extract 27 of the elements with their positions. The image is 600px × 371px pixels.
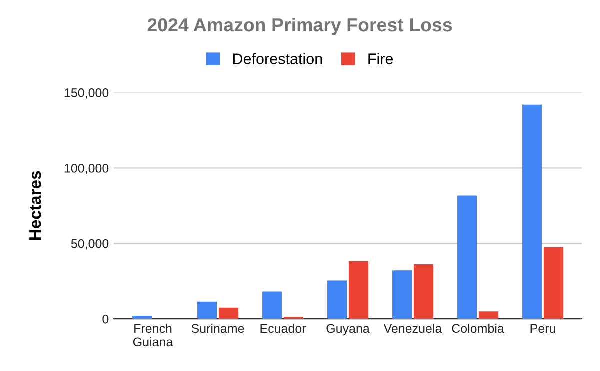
x-tick-label: Ecuador	[260, 324, 306, 334]
bar	[544, 247, 564, 320]
y-tick-label: 150,000	[64, 88, 109, 99]
y-tick-label: 50,000	[71, 239, 109, 250]
chart-title: 2024 Amazon Primary Forest Loss	[148, 18, 452, 36]
bar	[198, 302, 218, 320]
bar	[522, 104, 542, 320]
bar	[132, 316, 152, 320]
x-tick-label: Venezuela	[384, 324, 442, 334]
legend-label: Fire	[368, 53, 394, 64]
x-tick-label: Suriname	[192, 324, 244, 334]
x-tick-label: Colombia	[452, 324, 504, 334]
x-tick-label: French Guiana	[133, 324, 174, 347]
y-tick-label: 100,000	[64, 164, 109, 174]
y-tick-label: 0	[102, 314, 109, 324]
bar	[262, 292, 282, 320]
y-axis-title: Hectares	[30, 171, 42, 240]
bar	[218, 308, 238, 320]
bar	[348, 261, 368, 320]
x-tick-label: Guyana	[326, 324, 370, 336]
bar	[478, 312, 498, 320]
bar	[392, 270, 412, 320]
legend-label: Deforestation	[234, 53, 322, 64]
x-tick-label: Peru	[530, 324, 556, 334]
bar	[328, 280, 348, 320]
bar	[414, 264, 434, 320]
bar	[458, 196, 478, 320]
